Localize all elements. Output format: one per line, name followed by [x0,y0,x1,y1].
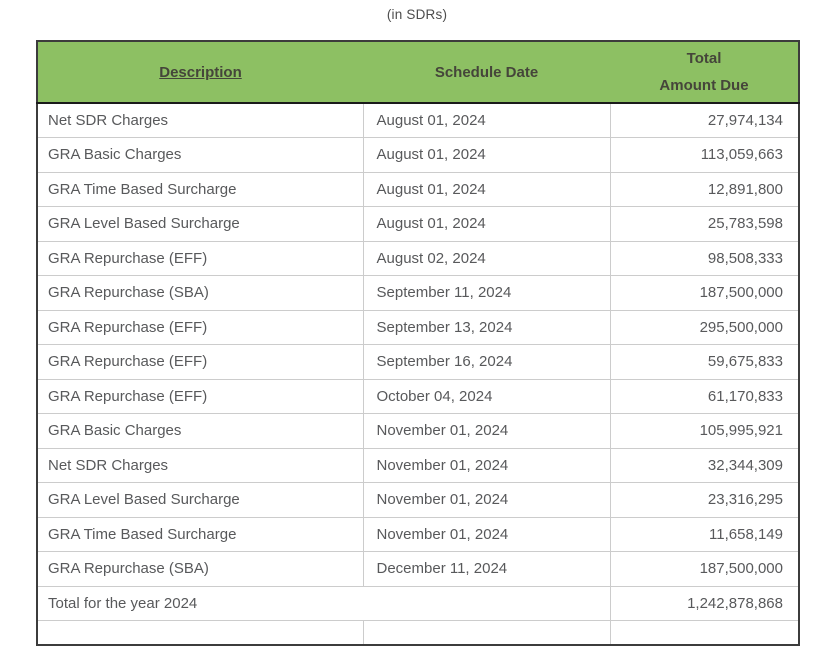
total-label-cell: Total for the year 2024 [36,585,611,621]
table-row: GRA Repurchase (SBA) September 11, 2024 … [36,275,800,311]
amount-cell: 187,500,000 [609,551,800,587]
total-row: Total for the year 2024 1,242,878,868 [36,585,800,621]
page-title: (in SDRs) [386,7,448,22]
amount-cell: 187,500,000 [609,275,800,311]
schedule-date-cell: August 01, 2024 [362,137,611,173]
description-cell: GRA Level Based Surcharge [36,206,364,242]
description-cell: Net SDR Charges [36,447,364,483]
amount-cell: 25,783,598 [609,206,800,242]
description-cell: GRA Repurchase (EFF) [36,344,364,380]
amount-cell: 61,170,833 [609,378,800,414]
amount-cell: 11,658,149 [609,516,800,552]
amount-cell: 105,995,921 [609,413,800,449]
amount-cell: 12,891,800 [609,171,800,207]
table-row: GRA Repurchase (EFF) September 16, 2024 … [36,344,800,380]
description-cell: GRA Level Based Surcharge [36,482,364,518]
table-row: GRA Repurchase (EFF) October 04, 2024 61… [36,378,800,414]
schedule-date-cell: November 01, 2024 [362,482,611,518]
amount-cell: 32,344,309 [609,447,800,483]
header-row: Description Schedule Date Total Amount D… [37,41,799,104]
table-row: GRA Repurchase (EFF) August 02, 2024 98,… [36,240,800,276]
schedule-date-cell: November 01, 2024 [362,447,611,483]
description-cell: GRA Repurchase (EFF) [36,240,364,276]
table-row: Net SDR Charges November 01, 2024 32,344… [36,447,800,483]
partial-row [36,620,800,645]
total-amount-cell: 1,242,878,868 [609,585,800,621]
description-cell: GRA Repurchase (EFF) [36,309,364,345]
amount-cell: 23,316,295 [609,482,800,518]
table-row: GRA Repurchase (SBA) December 11, 2024 1… [36,551,800,587]
schedule-date-cell: September 11, 2024 [362,275,611,311]
description-cell [36,620,364,645]
column-header-total-amount-due: Total Amount Due [610,41,799,104]
schedule-date-cell: November 01, 2024 [362,516,611,552]
schedule-date-cell: November 01, 2024 [362,413,611,449]
table-row: GRA Basic Charges November 01, 2024 105,… [36,413,800,449]
amount-cell: 295,500,000 [609,309,800,345]
table-row: GRA Time Based Surcharge November 01, 20… [36,516,800,552]
amount-cell: 98,508,333 [609,240,800,276]
schedule-date-cell: August 01, 2024 [362,171,611,207]
schedule-date-cell: September 16, 2024 [362,344,611,380]
schedule-date-cell: August 01, 2024 [362,102,611,138]
schedule-date-cell: August 01, 2024 [362,206,611,242]
description-cell: GRA Basic Charges [36,137,364,173]
table-row: Net SDR Charges August 01, 2024 27,974,1… [36,102,800,138]
table-row: GRA Basic Charges August 01, 2024 113,05… [36,137,800,173]
schedule-date-cell: October 04, 2024 [362,378,611,414]
description-cell: GRA Repurchase (SBA) [36,275,364,311]
amount-cell: 59,675,833 [609,344,800,380]
column-header-description[interactable]: Description [37,41,363,104]
table-row: GRA Level Based Surcharge November 01, 2… [36,482,800,518]
schedule-date-cell [362,620,611,645]
payments-table: Description Schedule Date Total Amount D… [36,40,800,646]
description-cell: GRA Time Based Surcharge [36,516,364,552]
schedule-date-cell: September 13, 2024 [362,309,611,345]
description-sort-link[interactable]: Description [159,63,242,81]
amount-cell: 27,974,134 [609,102,800,138]
table-row: GRA Time Based Surcharge August 01, 2024… [36,171,800,207]
description-cell: GRA Basic Charges [36,413,364,449]
description-cell: GRA Repurchase (SBA) [36,551,364,587]
description-cell: Net SDR Charges [36,102,364,138]
table-row: GRA Repurchase (EFF) September 13, 2024 … [36,309,800,345]
column-header-schedule-date: Schedule Date [363,41,610,104]
schedule-date-cell: August 02, 2024 [362,240,611,276]
description-cell: GRA Repurchase (EFF) [36,378,364,414]
schedule-date-cell: December 11, 2024 [362,551,611,587]
amount-cell [609,620,800,645]
amount-cell: 113,059,663 [609,137,800,173]
table-row: GRA Level Based Surcharge August 01, 202… [36,206,800,242]
description-cell: GRA Time Based Surcharge [36,171,364,207]
total-amount-due-line1: Total [686,50,722,67]
total-amount-due-line2: Amount Due [659,77,749,94]
